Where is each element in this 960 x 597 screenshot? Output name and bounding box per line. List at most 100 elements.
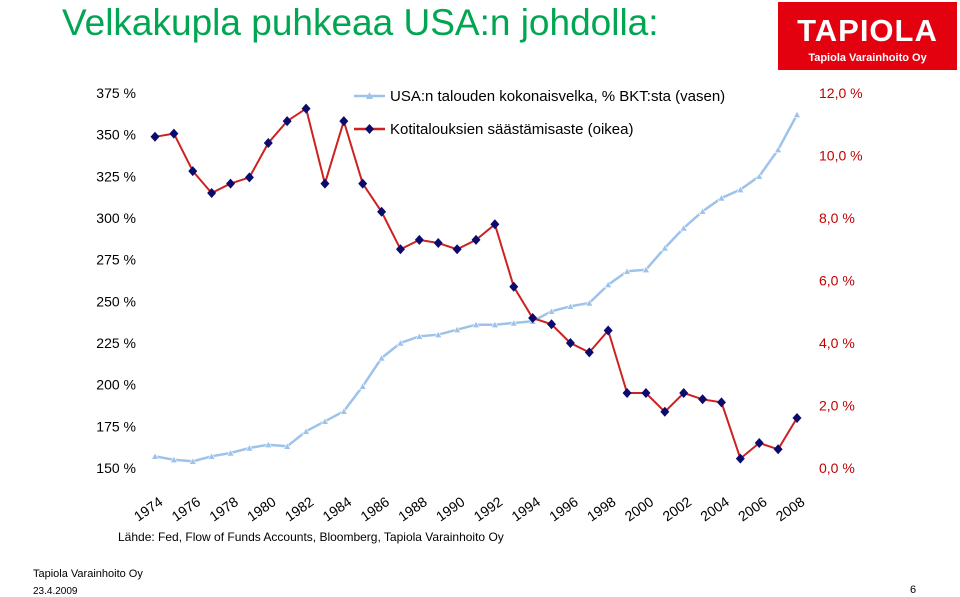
savings-data-point — [263, 138, 273, 148]
debt-data-point — [566, 302, 575, 310]
debt-data-point — [207, 452, 216, 460]
x-axis-tick-label: 1974 — [131, 493, 166, 524]
debt-data-point — [623, 267, 632, 275]
debt-data-point — [302, 427, 311, 435]
debt-data-point — [471, 320, 481, 328]
x-axis-tick-label: 1986 — [357, 493, 392, 524]
x-axis-tick-label: 2002 — [659, 493, 694, 524]
savings-data-point — [792, 413, 802, 423]
debt-data-point — [774, 145, 783, 153]
savings-data-point — [377, 206, 387, 217]
debt-data-point — [320, 417, 329, 425]
x-axis-tick-label: 1978 — [206, 493, 241, 524]
debt-data-point — [415, 332, 424, 340]
debt-data-point — [226, 448, 235, 457]
savings-data-point — [698, 394, 708, 405]
x-axis-tick-label: 1990 — [433, 493, 468, 524]
savings-data-point — [207, 188, 217, 198]
debt-data-point — [150, 452, 160, 460]
debt-data-point — [339, 407, 348, 415]
x-axis-tick-label: 2004 — [697, 493, 732, 524]
savings-data-point — [509, 281, 519, 292]
debt-data-point — [245, 443, 254, 452]
savings-data-point — [433, 238, 443, 248]
savings-data-point — [226, 178, 236, 189]
savings-data-point — [244, 172, 254, 183]
right-axis-tick-label: 6,0 % — [819, 273, 855, 289]
left-axis-tick-label: 350 % — [96, 127, 136, 143]
footer-company: Tapiola Varainhoito Oy — [33, 568, 143, 580]
x-axis-tick-label: 1976 — [169, 493, 204, 524]
savings-data-point — [660, 406, 670, 417]
debt-data-point — [188, 457, 197, 465]
savings-data-point — [735, 453, 745, 464]
left-axis-tick-label: 300 % — [96, 210, 136, 226]
savings-data-point — [565, 338, 575, 348]
legend-label: Kotitalouksien säästämisaste (oikea) — [390, 121, 633, 138]
savings-data-point — [547, 319, 557, 330]
right-axis-tick-label: 0,0 % — [819, 460, 855, 476]
savings-data-point — [282, 116, 292, 127]
savings-data-point — [452, 244, 462, 255]
left-axis-tick-label: 225 % — [96, 335, 136, 351]
debt-data-point — [283, 442, 292, 450]
debt-data-point — [585, 298, 594, 307]
savings-data-point — [773, 444, 783, 455]
legend-marker — [365, 124, 374, 134]
savings-data-point — [358, 178, 368, 189]
savings-data-point — [584, 347, 594, 358]
savings-data-point — [188, 166, 198, 177]
left-axis-tick-label: 375 % — [96, 85, 136, 101]
logo-wordmark: TAPIOLA — [797, 13, 938, 48]
tapiola-logo: TAPIOLA Tapiola Varainhoito Oy — [778, 2, 957, 70]
debt-data-point — [396, 338, 405, 347]
x-axis-tick-label: 1994 — [508, 493, 543, 524]
savings-data-point — [716, 397, 726, 408]
x-axis-tick-label: 1992 — [471, 493, 506, 524]
right-axis-tick-label: 12,0 % — [819, 85, 863, 101]
debt-data-point — [755, 172, 764, 180]
savings-data-point — [603, 325, 613, 336]
debt-data-point — [264, 440, 273, 448]
right-axis-tick-label: 4,0 % — [819, 335, 855, 351]
debt-data-point — [792, 110, 802, 118]
x-axis-tick-label: 2008 — [773, 493, 808, 524]
debt-data-point — [377, 353, 386, 362]
left-axis-tick-label: 325 % — [96, 168, 136, 184]
x-axis-tick-label: 1980 — [244, 493, 279, 524]
x-axis-tick-label: 2000 — [622, 493, 657, 524]
savings-data-point — [528, 313, 538, 323]
x-axis-tick-label: 1982 — [282, 493, 317, 524]
series-line-debt — [154, 114, 799, 463]
debt-data-point — [547, 307, 556, 315]
left-axis-tick-label: 250 % — [96, 293, 136, 309]
right-axis-tick-label: 10,0 % — [819, 148, 863, 164]
savings-data-point — [471, 234, 481, 245]
x-axis-tick-label: 1996 — [546, 493, 581, 524]
savings-data-point — [395, 244, 405, 255]
logo-subtitle: Tapiola Varainhoito Oy — [808, 52, 927, 64]
savings-data-point — [320, 178, 330, 189]
savings-data-point — [641, 388, 651, 398]
savings-data-point — [414, 234, 424, 245]
right-axis-tick-label: 2,0 % — [819, 398, 855, 414]
series-line-savings — [154, 106, 798, 461]
savings-data-point — [169, 128, 179, 139]
page-number: 6 — [910, 584, 917, 596]
left-axis-tick-label: 175 % — [96, 418, 136, 434]
left-axis-tick-label: 200 % — [96, 377, 136, 393]
debt-data-point — [698, 207, 707, 215]
savings-data-point — [490, 219, 500, 230]
savings-data-point — [679, 388, 689, 398]
left-axis-tick-label: 275 % — [96, 252, 136, 268]
debt-data-point — [641, 265, 650, 273]
debt-data-point — [736, 185, 745, 193]
right-axis-tick-label: 8,0 % — [819, 210, 855, 226]
savings-data-point — [339, 116, 349, 127]
debt-data-point — [434, 330, 443, 338]
debt-data-point — [717, 193, 726, 202]
left-axis-tick-label: 150 % — [96, 460, 136, 476]
savings-data-point — [301, 103, 311, 114]
debt-data-point — [453, 325, 462, 333]
